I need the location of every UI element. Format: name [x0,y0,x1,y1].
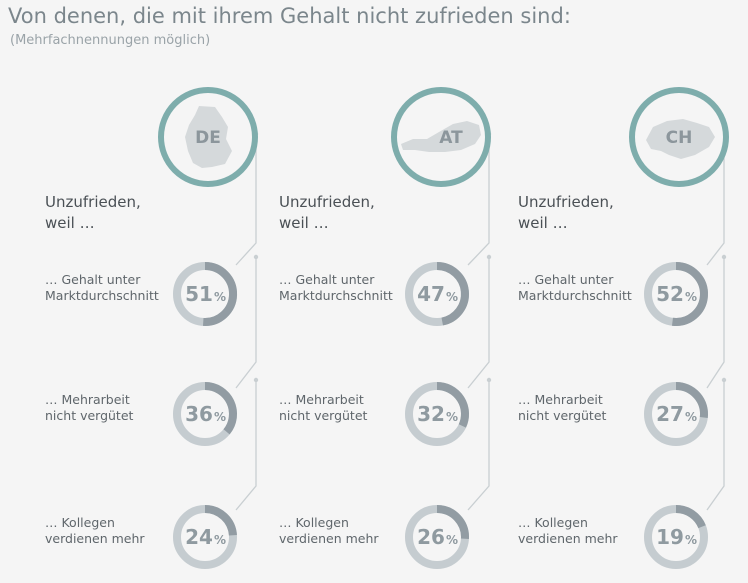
donut-value-label: 19 [656,525,684,549]
donut-segment [671,262,708,326]
chart-title: Von denen, die mit ihrem Gehalt nicht zu… [8,4,571,28]
donut-unit-label: % [685,290,697,304]
country-map-de [185,106,232,168]
country-map-at [401,121,481,152]
donut-value-label: 36 [185,402,213,426]
country-code-label: DE [195,128,221,148]
donut-unit-label: % [685,410,697,424]
heading-line-2: weil … [518,214,568,232]
donut-unit-label: % [214,290,226,304]
connector-line [235,380,257,511]
donut-segment [204,505,237,536]
donut-segment [436,262,469,326]
heading-line-1: Unzufrieden, [279,193,375,211]
connector-dot [486,254,492,260]
connector-line [467,134,490,266]
reason-label-line-2: verdienen mehr [279,531,379,546]
reason-label-line-1: … Gehalt unter [279,272,375,287]
donut-segment [204,382,237,435]
donut-unit-label: % [214,533,226,547]
connector-dot [721,377,727,383]
heading-line-2: weil … [45,214,95,232]
heading-line-1: Unzufrieden, [45,193,141,211]
donut-segment [675,382,708,419]
reason-label-line-2: Marktdurchschnitt [45,288,159,303]
reason-label-line-1: … Mehrarbeit [279,392,364,407]
connector-dot [486,377,492,383]
connector-line [706,134,725,266]
donut-value-label: 47 [417,282,445,306]
donut-unit-label: % [446,410,458,424]
donut-unit-label: % [446,533,458,547]
reason-label-line-2: nicht vergütet [279,408,368,423]
donut-unit-label: % [446,290,458,304]
donut-segment [202,261,238,326]
reason-label-line-1: … Kollegen [279,515,349,530]
reason-label-line-2: Marktdurchschnitt [279,288,393,303]
reason-label-line-1: … Mehrarbeit [518,392,603,407]
connector-line [706,380,725,511]
reason-label-line-2: nicht vergütet [518,408,607,423]
donut-value-label: 32 [417,402,445,426]
heading-line-2: weil … [279,214,329,232]
chart-subtitle: (Mehrfachnennungen möglich) [10,33,211,48]
country-map-ch [646,119,715,159]
connector-dot [721,254,727,260]
reason-label-line-2: verdienen mehr [45,531,145,546]
reason-label-line-1: … Kollegen [518,515,588,530]
donut-unit-label: % [685,533,697,547]
donut-segment [675,505,706,529]
connector-dot [253,254,259,260]
donut-value-label: 26 [417,525,445,549]
reason-label-line-2: Marktdurchschnitt [518,288,632,303]
donut-segment [436,382,469,428]
connector-line [706,257,725,389]
donut-value-label: 27 [656,402,684,426]
country-code-label: AT [439,128,463,148]
reason-label-line-1: … Gehalt unter [518,272,614,287]
connector-line [467,380,490,511]
reason-label-line-1: … Kollegen [45,515,115,530]
donut-value-label: 24 [185,525,213,549]
reason-label-line-1: … Mehrarbeit [45,392,130,407]
reason-label-line-2: nicht vergütet [45,408,134,423]
donut-segment [436,505,469,540]
reason-label-line-2: verdienen mehr [518,531,618,546]
connector-line [235,257,257,389]
country-column-at: AT Unzufrieden, weil … … Gehalt unterMarktd… [279,87,492,569]
country-code-label: CH [666,128,693,148]
country-column-ch: CH Unzufrieden, weil … … Gehalt unterMarktd… [518,87,729,569]
donut-value-label: 51 [185,282,213,306]
connector-dot [253,377,259,383]
heading-line-1: Unzufrieden, [518,193,614,211]
connector-line [467,257,490,389]
donut-value-label: 52 [656,282,684,306]
reason-label-line-1: … Gehalt unter [45,272,141,287]
connector-line [235,134,257,266]
country-column-de: DE Unzufrieden, weil … … Gehalt unterMarktd… [45,87,259,569]
donut-unit-label: % [214,410,226,424]
